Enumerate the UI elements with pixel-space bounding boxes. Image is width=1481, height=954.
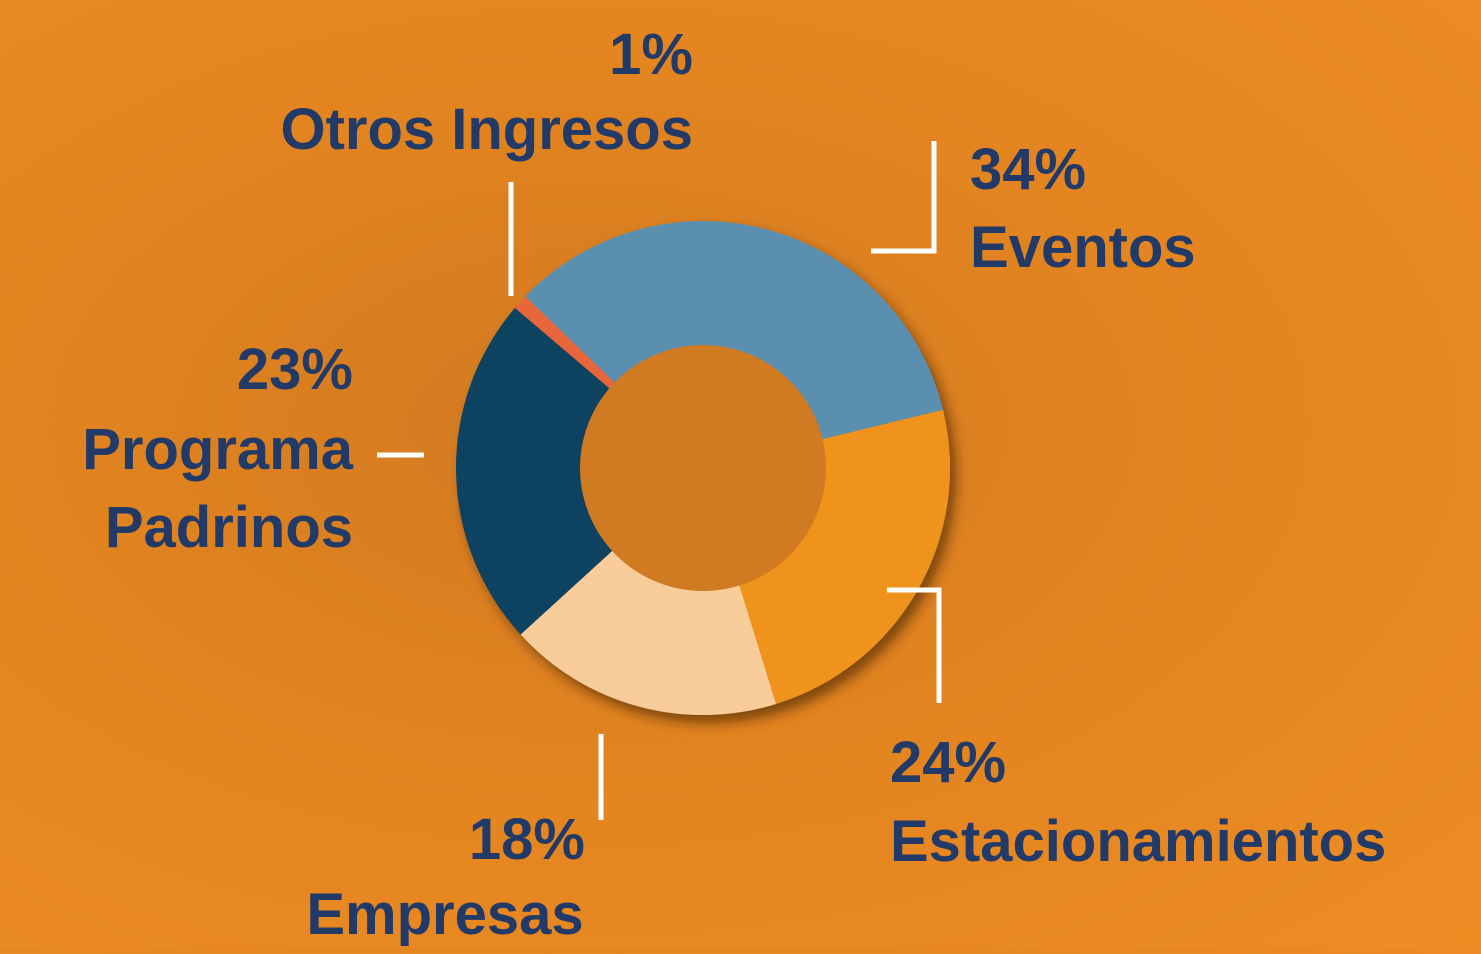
value-label: 24%: [890, 730, 1007, 795]
value-label: 23%: [236, 337, 353, 402]
slice: [455, 307, 703, 635]
leader-line: [871, 141, 937, 254]
donut: [455, 221, 950, 715]
slice: [525, 221, 944, 468]
value-label: 34%: [970, 137, 1087, 202]
value-label: 18%: [468, 807, 585, 872]
category-label: Otros Ingresos: [280, 97, 693, 162]
value-label: 1%: [609, 22, 693, 87]
donut-hole: [580, 345, 826, 591]
category-label: Estacionamientos: [890, 809, 1387, 874]
category-label: Empresas: [306, 882, 584, 947]
category-label: Programa Padrinos: [82, 417, 353, 560]
leader-line: [887, 587, 942, 703]
leader-lines: [377, 141, 942, 820]
category-label: Eventos: [970, 215, 1196, 280]
